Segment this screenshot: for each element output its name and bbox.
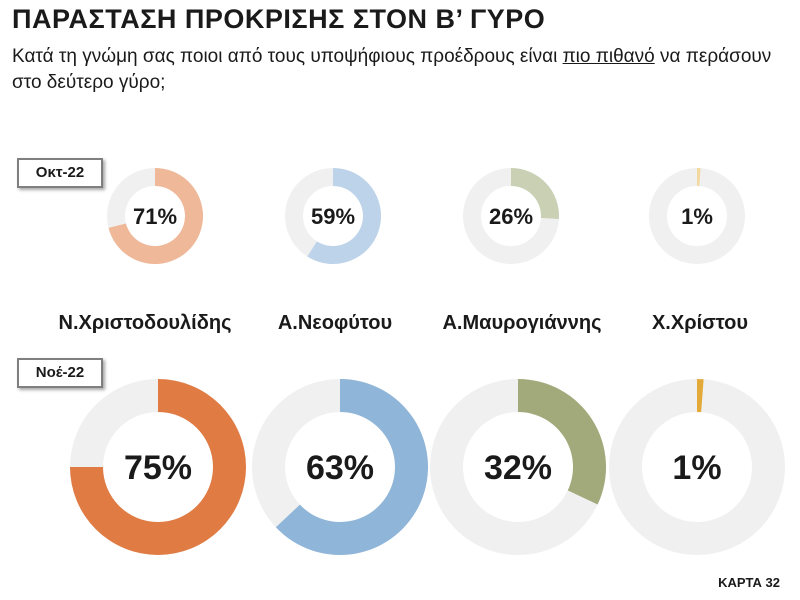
donut-arc-christodoulides-oct <box>108 168 203 265</box>
subtitle-underlined: πιο πιθανό <box>562 46 655 67</box>
period-label-oct: Οκτ-22 <box>17 158 103 188</box>
candidate-label-christou: Χ.Χρίστου <box>651 312 749 334</box>
page-title: ΠΑΡΑΣΤΑΣΗ ΠΡΟΚΡΙΣΗΣ ΣΤΟΝ Β’ ΓΥΡΟ <box>12 4 546 34</box>
donut-arc-neofytou-oct <box>307 168 381 264</box>
donut-arc-christou-nov <box>697 379 704 413</box>
card-number: ΚΑΡΤΑ 32 <box>718 575 780 590</box>
candidate-label-christodoulides: Ν.Χριστοδουλίδης <box>58 312 232 334</box>
donut-arc-christodoulides-nov <box>70 379 246 555</box>
candidate-label-neofytou: Α.Νεοφύτου <box>277 312 393 334</box>
donut-value-label-neofytou-oct: 59% <box>311 204 355 229</box>
donut-arc-mavrogiannis-nov <box>518 379 606 505</box>
candidate-label-mavrogiannis: Α.Μαυρογιάννης <box>442 312 602 334</box>
donut-value-label-mavrogiannis-oct: 26% <box>489 204 533 229</box>
donut-value-label-christodoulides-nov: 75% <box>124 449 192 487</box>
subtitle-text-start: Κατά τη γνώμη σας ποιοι από τους υποψήφι… <box>12 46 563 67</box>
donut-value-label-christou-oct: 1% <box>681 204 713 229</box>
subtitle-text-end: να περάσουν στο δεύτερο γύρο; <box>12 46 772 93</box>
donut-value-label-christodoulides-oct: 71% <box>133 204 177 229</box>
donut-arc-christou-oct <box>697 168 701 187</box>
donut-value-label-neofytou-nov: 63% <box>306 449 374 487</box>
period-label-nov: Νοέ-22 <box>17 358 103 388</box>
donut-arc-neofytou-nov <box>275 379 428 555</box>
donut-value-label-mavrogiannis-nov: 32% <box>484 449 552 487</box>
page-subtitle: Κατά τη γνώμη σας ποιοι από τους υποψήφι… <box>12 44 772 96</box>
donut-value-label-christou-nov: 1% <box>672 449 721 487</box>
donut-arc-mavrogiannis-oct <box>511 168 559 220</box>
